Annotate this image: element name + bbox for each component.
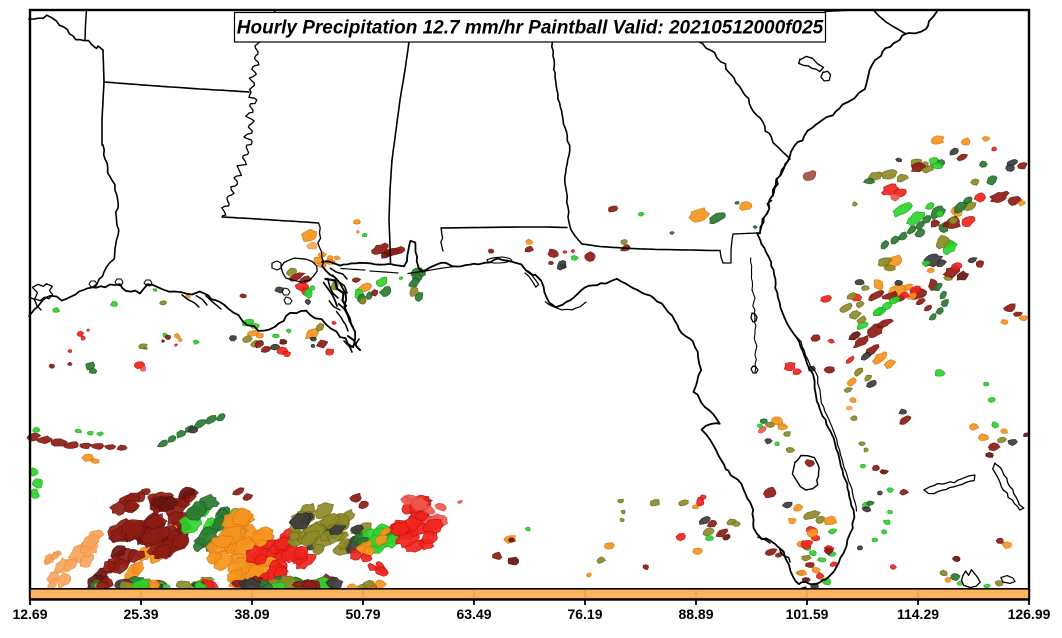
- svg-text:38.09: 38.09: [234, 606, 269, 622]
- svg-text:114.29: 114.29: [897, 606, 939, 622]
- svg-text:50.79: 50.79: [345, 606, 380, 622]
- svg-text:25.39: 25.39: [123, 606, 158, 622]
- svg-text:12.69: 12.69: [12, 606, 47, 622]
- svg-text:63.49: 63.49: [456, 606, 491, 622]
- svg-text:76.19: 76.19: [567, 606, 602, 622]
- svg-text:101.59: 101.59: [786, 606, 829, 622]
- svg-text:126.99: 126.99: [1008, 606, 1051, 622]
- svg-text:88.89: 88.89: [678, 606, 713, 622]
- svg-text:Hourly Precipitation 12.7 mm/h: Hourly Precipitation 12.7 mm/hr Paintbal…: [237, 18, 824, 39]
